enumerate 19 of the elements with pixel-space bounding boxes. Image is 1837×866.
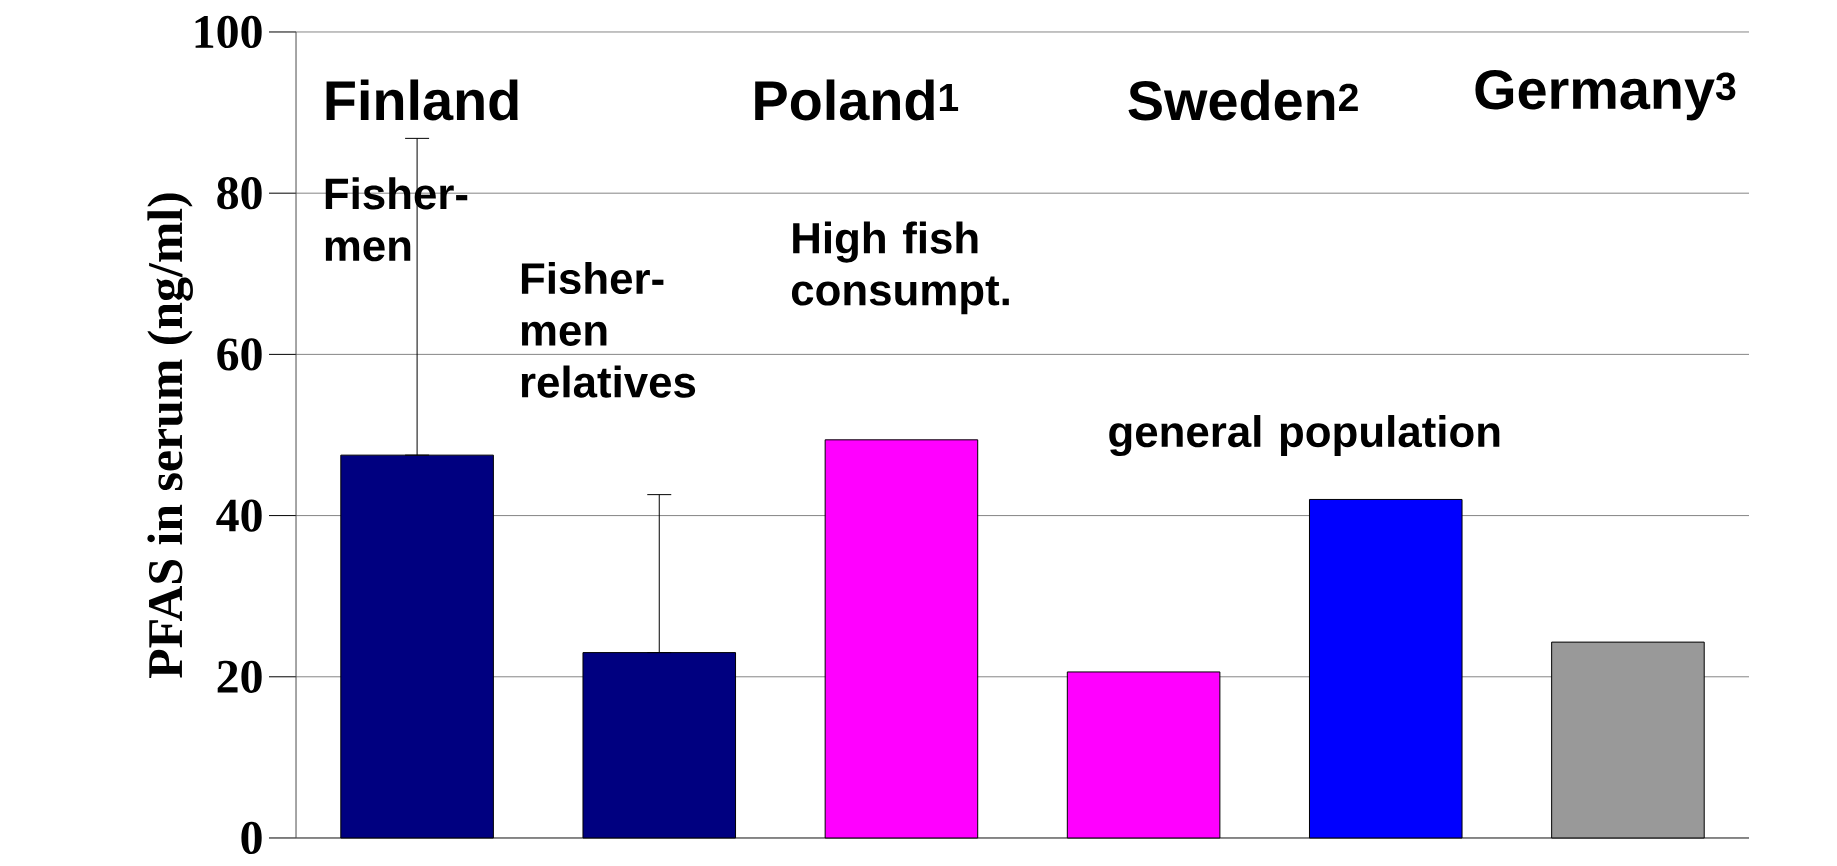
y-tick-label: 80 [217, 177, 262, 210]
bar [1308, 498, 1463, 839]
annotation: Fisher- men relatives [521, 261, 696, 398]
annotation: Poland$^{1}$ [755, 79, 959, 121]
annotation: Sweden$^{2}$ [1128, 79, 1358, 121]
bar [340, 454, 494, 839]
y-tick-label: 100 [195, 15, 262, 49]
bar [1066, 671, 1221, 839]
y-axis-title: PFAS in serum (ng/ml) [147, 193, 193, 678]
y-tick-label: 60 [217, 338, 262, 371]
annotation: High fish consumpt. [791, 221, 1009, 315]
y-tick-label: 20 [217, 660, 262, 693]
bar [824, 439, 979, 839]
y-tick-label: 0 [241, 821, 262, 855]
bar [1551, 641, 1705, 839]
annotation: Finland [326, 79, 518, 121]
annotation: general population [1109, 415, 1500, 457]
y-tick-label: 40 [216, 499, 262, 532]
annotation: Germany$^{3}$ [1475, 69, 1736, 121]
